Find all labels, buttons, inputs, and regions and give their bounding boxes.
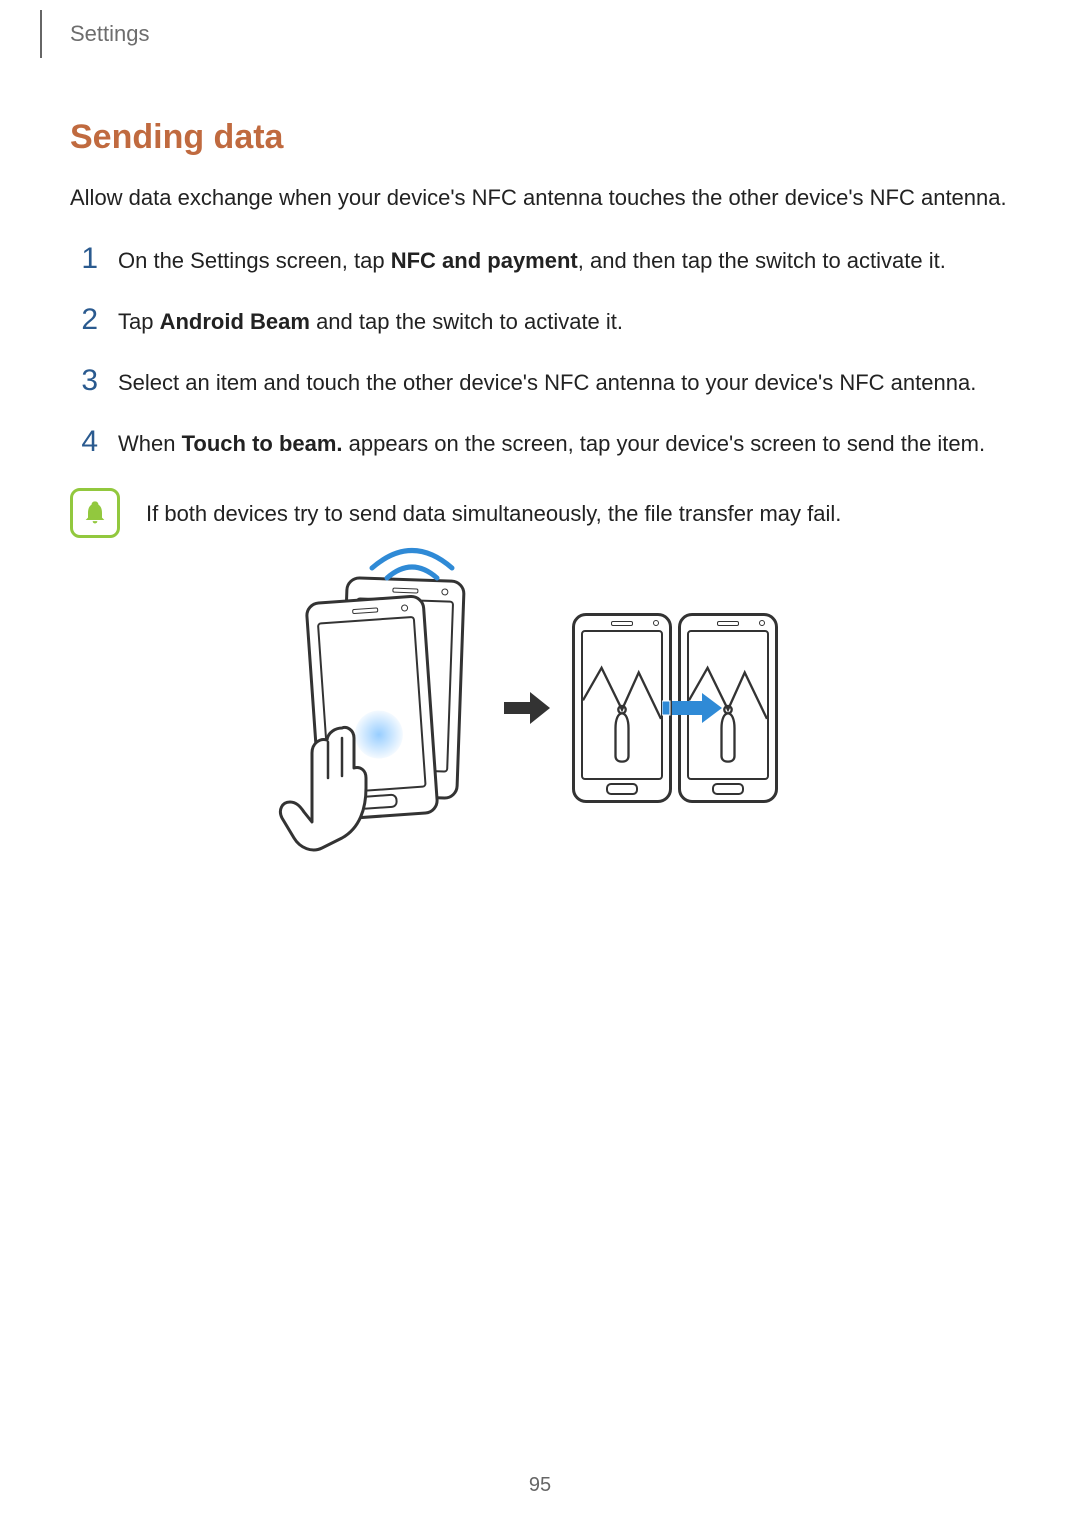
step-item: 2 Tap Android Beam and tap the switch to… [70,305,1010,338]
step-number: 4 [70,427,98,457]
step-number: 1 [70,244,98,274]
steps-list: 1 On the Settings screen, tap NFC and pa… [70,244,1010,460]
step-text: When Touch to beam. appears on the scree… [118,427,985,460]
header-section-label: Settings [70,21,150,47]
note-text: If both devices try to send data simulta… [146,497,841,530]
note-row: If both devices try to send data simulta… [70,488,1010,538]
hand-icon [272,718,432,878]
transfer-arrow-icon [662,693,722,723]
nfc-waves-icon [352,528,472,588]
step-item: 3 Select an item and touch the other dev… [70,366,1010,399]
page-number: 95 [0,1474,1080,1497]
step-number: 2 [70,305,98,335]
step-text: On the Settings screen, tap NFC and paym… [118,244,946,277]
phone-pair-right [572,613,778,803]
step-item: 1 On the Settings screen, tap NFC and pa… [70,244,1010,277]
phone-stack-left [302,578,482,838]
photo-icon [583,632,661,778]
bell-icon [70,488,120,538]
step-number: 3 [70,366,98,396]
step-item: 4 When Touch to beam. appears on the scr… [70,427,1010,460]
manual-page: Settings Sending data Allow data exchang… [0,10,1080,1537]
nfc-illustration [70,578,1010,838]
step-text: Select an item and touch the other devic… [118,366,976,399]
phone-outline-left [572,613,672,803]
section-title: Sending data [70,118,1010,157]
arrow-right-icon [502,688,552,728]
step-text: Tap Android Beam and tap the switch to a… [118,305,623,338]
intro-paragraph: Allow data exchange when your device's N… [70,181,1010,214]
header-tab: Settings [40,10,1010,58]
